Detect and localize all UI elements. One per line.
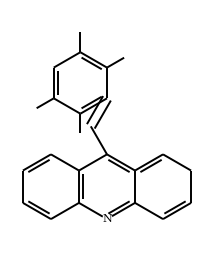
Text: N: N [102, 214, 112, 224]
